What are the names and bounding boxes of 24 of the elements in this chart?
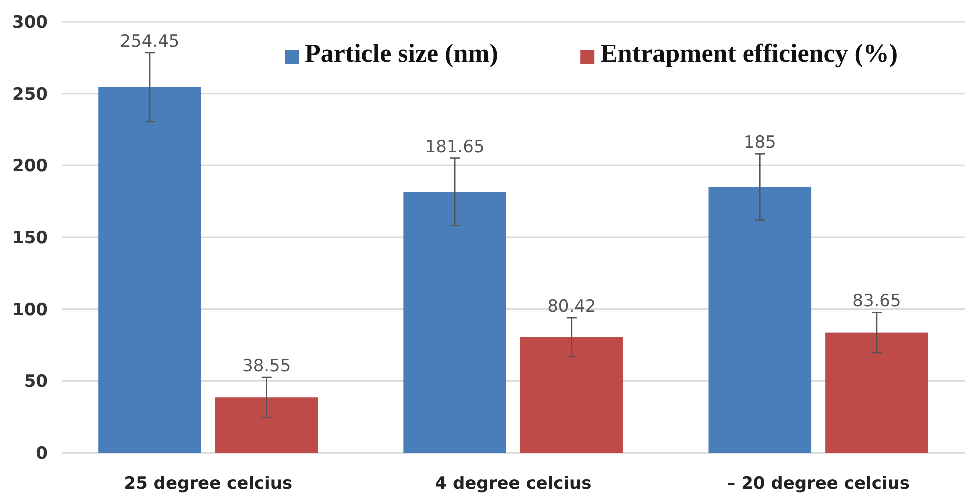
- data-label: 38.55: [242, 356, 292, 377]
- data-label: 254.45: [120, 32, 180, 52]
- bar: [826, 332, 928, 453]
- y-tick-label: 300: [12, 12, 48, 33]
- x-tick-label: 4 degree celcius: [435, 474, 592, 494]
- data-label: 80.42: [548, 297, 596, 318]
- y-tick-label: 50: [24, 372, 48, 392]
- x-tick-label: 25 degree celcius: [124, 474, 293, 494]
- y-tick-label: 150: [12, 228, 48, 248]
- bar: [708, 187, 812, 453]
- bar: [404, 192, 506, 453]
- data-label: 181.65: [425, 137, 485, 158]
- legend-label: Entrapment efficiency (%): [600, 39, 898, 68]
- data-label: 185: [744, 133, 776, 154]
- data-label: 83.65: [852, 292, 902, 312]
- y-tick-label: 200: [12, 156, 48, 177]
- x-tick-label: – 20 degree celcius: [727, 474, 910, 494]
- y-tick-label: 100: [12, 300, 48, 320]
- y-tick-label: 250: [12, 84, 48, 105]
- legend-label: Particle size (nm): [305, 39, 498, 68]
- bar: [520, 337, 624, 453]
- bar: [215, 398, 318, 453]
- bar: [98, 87, 202, 453]
- y-tick-label: 0: [36, 444, 48, 464]
